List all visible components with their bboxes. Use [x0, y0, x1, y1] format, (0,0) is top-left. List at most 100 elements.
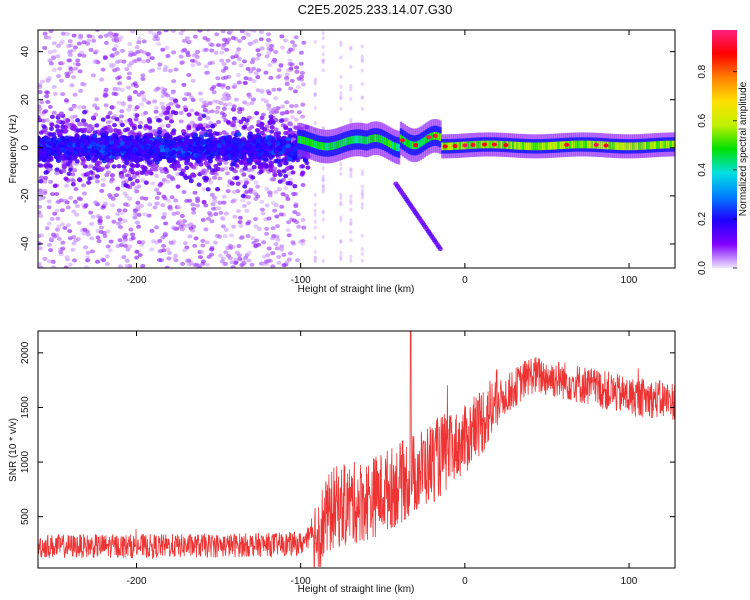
spectrogram-ridge-core [417, 140, 420, 149]
spectrogram-point [215, 105, 221, 110]
spectrogram-point [254, 238, 260, 243]
spectrogram-point [221, 200, 227, 205]
spectrogram-point [205, 187, 211, 192]
spectrogram-point [130, 139, 136, 144]
spectrogram-point [196, 182, 202, 187]
spectrogram-point [248, 30, 254, 32]
spectrogram-point [109, 173, 115, 178]
spectrogram-point [203, 47, 209, 52]
spectrogram-point [121, 239, 127, 244]
spectrogram-point [108, 140, 114, 145]
spectrogram-point [349, 167, 353, 172]
spectrogram-point [216, 119, 222, 124]
spectrogram-peak [564, 142, 570, 147]
spectrogram-point [46, 242, 52, 247]
spectrogram-point [203, 203, 209, 208]
spectrogram-point [243, 81, 249, 86]
spectrogram-point [102, 56, 108, 61]
spectrogram-point [65, 223, 71, 228]
spectrogram-point [122, 168, 128, 173]
spectrogram-point [182, 241, 188, 246]
spectrogram-point [235, 209, 241, 214]
spectrogram-point [339, 192, 343, 197]
spectrogram-point [258, 169, 264, 175]
spectrogram-point [291, 155, 298, 161]
spectrogram-point [360, 44, 364, 49]
spectrogram-point [50, 192, 56, 197]
spectrogram-point [321, 68, 325, 73]
colorbar: 0.00.20.40.60.8 Normalized spectral ampl… [697, 30, 749, 275]
spectrogram-point [152, 146, 158, 152]
spectrogram-point [56, 236, 62, 241]
spectrogram-point [74, 204, 80, 209]
spectrogram-point [206, 254, 212, 259]
spectrogram-point [277, 179, 283, 184]
spectrogram-point [82, 109, 88, 115]
spectrogram-point [274, 246, 280, 251]
spectrogram-point [127, 244, 133, 249]
spectrogram-point [159, 101, 165, 106]
spectrogram-point [237, 256, 243, 261]
spectrogram-point [242, 166, 248, 171]
spectrogram-point [48, 248, 54, 253]
spectrogram-point [197, 30, 203, 33]
spectrogram-point [90, 115, 96, 121]
spectrogram-point [274, 214, 280, 219]
spectrogram-point [42, 256, 48, 261]
spectrogram-point [263, 99, 269, 104]
spectrogram-point [272, 208, 278, 213]
spectrogram-point [164, 265, 170, 268]
spectrogram-point [95, 160, 101, 165]
spectrogram-point [259, 115, 265, 121]
spectrogram-point [217, 253, 223, 258]
spectrogram-point [104, 254, 110, 259]
spectrogram-point [100, 127, 106, 133]
spectrogram-point [349, 46, 353, 51]
spectrogram-point [220, 83, 226, 88]
spectrogram-point [83, 265, 89, 268]
spectrogram-point [156, 41, 162, 46]
spectrogram-point [158, 181, 164, 187]
spectrogram-point [130, 236, 136, 241]
spectrogram-ridge-core [671, 140, 675, 149]
spectrogram-ridge-core [338, 139, 342, 148]
spectrogram-point [130, 30, 136, 34]
spectrogram-point [130, 170, 136, 175]
spectrogram-point [293, 35, 299, 40]
spectrogram-point [93, 200, 99, 205]
spectrogram-ridge-core [474, 140, 478, 149]
spectrogram-point [46, 199, 52, 204]
spectrogram-point [201, 187, 207, 192]
spectrogram-ridge-core [636, 142, 639, 151]
spectrogram-point [115, 67, 121, 72]
spectrogram-point [38, 90, 43, 95]
spectrogram-ridge-core [553, 141, 556, 150]
spectrogram-point [60, 92, 66, 97]
spectrogram-point [140, 263, 146, 268]
spectrogram-point [160, 47, 166, 52]
spectrogram-point [40, 140, 46, 146]
spectrogram-point [147, 69, 153, 74]
spectrogram-point [73, 45, 79, 50]
spectrogram-point [82, 139, 89, 144]
spectrogram-point [164, 147, 170, 153]
spectrogram-point [131, 174, 137, 180]
spectrogram-point [38, 234, 41, 239]
spectrogram-point [107, 110, 113, 116]
spectrogram-point [92, 166, 98, 171]
spectrogram-ridge-core [527, 142, 531, 151]
spectrogram-point [71, 209, 77, 214]
spectrogram-point [85, 156, 92, 162]
spectrogram-point [271, 177, 277, 182]
spectrogram-point [136, 36, 142, 41]
spectrogram-point [95, 259, 101, 264]
spectrogram-ridge-core [569, 140, 572, 149]
spectrogram-point [104, 172, 110, 178]
spectrogram-point [313, 39, 317, 44]
spectrogram-point [231, 198, 237, 203]
spectrogram-point [41, 124, 47, 130]
spectrogram-point [130, 232, 136, 237]
spectrogram-point [42, 31, 48, 36]
spectrogram-point [305, 165, 311, 170]
spectrogram-point [113, 52, 119, 57]
